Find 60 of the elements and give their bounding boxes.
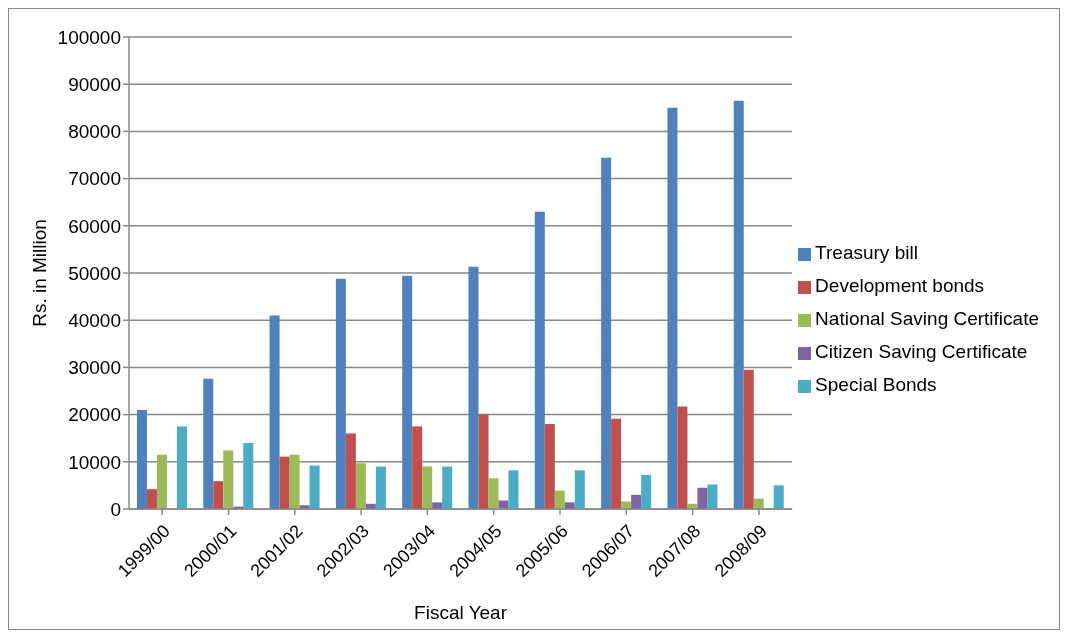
bar	[707, 484, 718, 509]
bar	[601, 157, 612, 509]
y-axis-title: Rs. in Million	[28, 219, 50, 327]
legend-label: National Saving Certificate	[815, 307, 1039, 329]
bar	[733, 100, 744, 509]
bar	[564, 502, 575, 509]
bar	[508, 470, 519, 509]
bar	[621, 501, 632, 509]
bar	[375, 466, 386, 509]
bar	[697, 487, 708, 509]
legend-label: Citizen Saving Certificate	[815, 340, 1028, 362]
bar	[468, 266, 479, 509]
bar	[156, 454, 167, 509]
bar	[279, 456, 290, 509]
legend-label: Development bonds	[815, 274, 985, 296]
y-tick-label: 90000	[68, 73, 121, 95]
bar	[213, 481, 224, 509]
bar	[442, 466, 453, 509]
y-tick-label: 80000	[68, 121, 121, 143]
bar	[544, 424, 555, 509]
bar	[574, 470, 585, 509]
bar	[355, 463, 366, 509]
legend-label: Special Bonds	[815, 373, 937, 395]
bar	[534, 211, 545, 509]
bar	[743, 369, 754, 509]
y-tick-label: 50000	[68, 262, 121, 284]
bar	[176, 426, 187, 509]
bar	[269, 315, 280, 509]
y-tick-label: 10000	[68, 451, 121, 473]
bar	[289, 454, 300, 509]
y-tick-label: 0	[110, 498, 121, 520]
bar	[223, 450, 234, 509]
y-tick-label: 70000	[68, 168, 121, 190]
bar	[335, 278, 346, 509]
y-tick-label: 100000	[57, 26, 121, 48]
bar	[203, 378, 214, 509]
y-tick-label: 20000	[68, 404, 121, 426]
bar	[667, 107, 678, 509]
bar	[488, 478, 499, 509]
bar	[641, 475, 652, 509]
bar	[611, 418, 622, 509]
bar	[402, 275, 413, 509]
bar	[631, 494, 642, 509]
bar	[422, 466, 433, 509]
y-tick-label: 60000	[68, 215, 121, 237]
x-axis-title: Fiscal Year	[414, 602, 508, 623]
bar	[773, 485, 784, 509]
y-tick-label: 30000	[68, 357, 121, 379]
bar	[136, 409, 147, 509]
bar	[554, 490, 565, 509]
bar	[412, 426, 423, 509]
bar	[432, 502, 443, 509]
bar	[478, 414, 489, 509]
bar	[146, 489, 157, 509]
bar	[677, 406, 688, 509]
bar	[309, 465, 320, 509]
y-tick-label: 40000	[68, 309, 121, 331]
bar	[345, 433, 356, 509]
legend-label: Treasury bill	[815, 241, 918, 263]
bar	[243, 442, 254, 509]
